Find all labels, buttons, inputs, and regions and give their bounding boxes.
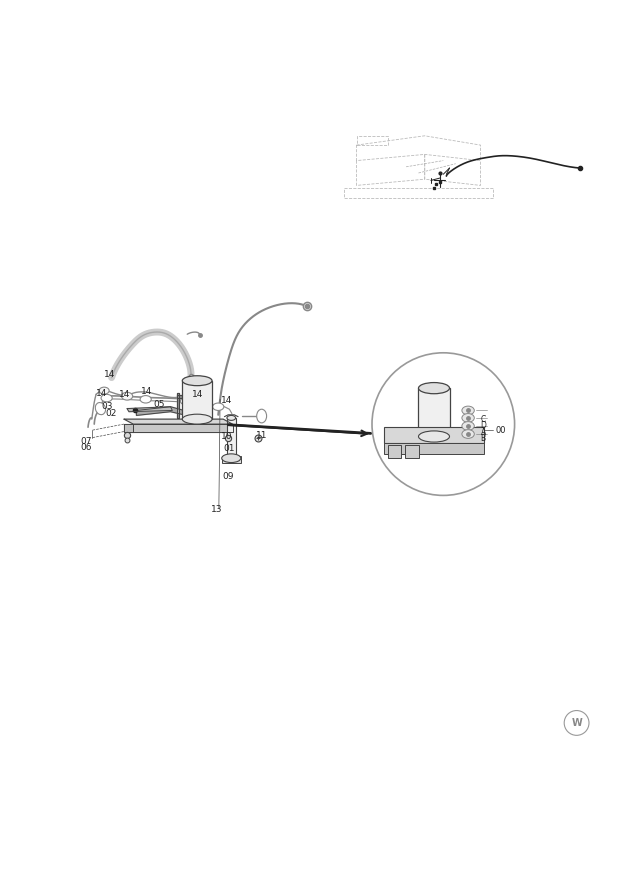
Text: 05: 05 xyxy=(154,400,166,409)
Ellipse shape xyxy=(95,402,105,415)
FancyBboxPatch shape xyxy=(384,443,484,454)
Text: 14: 14 xyxy=(119,390,130,400)
Bar xyxy=(227,418,236,458)
Ellipse shape xyxy=(222,454,241,463)
FancyBboxPatch shape xyxy=(384,427,484,443)
Text: 09: 09 xyxy=(222,472,234,481)
Ellipse shape xyxy=(101,395,112,402)
Ellipse shape xyxy=(462,406,474,415)
Ellipse shape xyxy=(462,422,474,430)
Circle shape xyxy=(564,711,589,735)
Ellipse shape xyxy=(182,414,212,424)
Polygon shape xyxy=(177,395,211,398)
Text: 10: 10 xyxy=(221,432,233,441)
Ellipse shape xyxy=(227,456,236,461)
Polygon shape xyxy=(177,393,179,418)
Text: 07: 07 xyxy=(81,437,92,446)
Text: 11: 11 xyxy=(256,430,268,440)
Text: 14: 14 xyxy=(192,390,203,399)
Text: 14: 14 xyxy=(96,388,107,397)
Ellipse shape xyxy=(462,414,474,423)
Ellipse shape xyxy=(213,403,224,410)
Text: C: C xyxy=(480,415,485,423)
Text: 14: 14 xyxy=(141,388,153,396)
Ellipse shape xyxy=(180,397,192,405)
Bar xyxy=(222,457,241,463)
Text: 03: 03 xyxy=(101,402,113,411)
Text: 02: 02 xyxy=(105,409,117,418)
Polygon shape xyxy=(133,424,232,431)
Polygon shape xyxy=(124,424,133,431)
Circle shape xyxy=(372,353,515,495)
Ellipse shape xyxy=(257,409,267,423)
Bar xyxy=(182,381,212,419)
Text: 06: 06 xyxy=(81,443,92,451)
Polygon shape xyxy=(136,407,211,421)
Text: 00: 00 xyxy=(496,426,507,435)
Text: W: W xyxy=(571,718,582,728)
Polygon shape xyxy=(124,419,232,424)
Ellipse shape xyxy=(462,430,474,438)
Text: A: A xyxy=(480,428,485,436)
Text: B: B xyxy=(480,434,485,443)
Ellipse shape xyxy=(418,431,449,442)
Ellipse shape xyxy=(122,392,133,400)
Ellipse shape xyxy=(99,387,109,394)
Text: 14: 14 xyxy=(104,370,115,379)
Ellipse shape xyxy=(182,375,212,386)
FancyBboxPatch shape xyxy=(388,444,401,458)
Text: D: D xyxy=(480,421,486,430)
Text: 01: 01 xyxy=(223,444,235,453)
Ellipse shape xyxy=(418,382,449,394)
Polygon shape xyxy=(127,407,172,412)
Ellipse shape xyxy=(227,416,236,421)
FancyBboxPatch shape xyxy=(405,444,418,458)
Bar xyxy=(418,388,449,436)
Ellipse shape xyxy=(140,395,151,403)
Text: 14: 14 xyxy=(221,396,232,405)
Text: 13: 13 xyxy=(211,505,223,514)
